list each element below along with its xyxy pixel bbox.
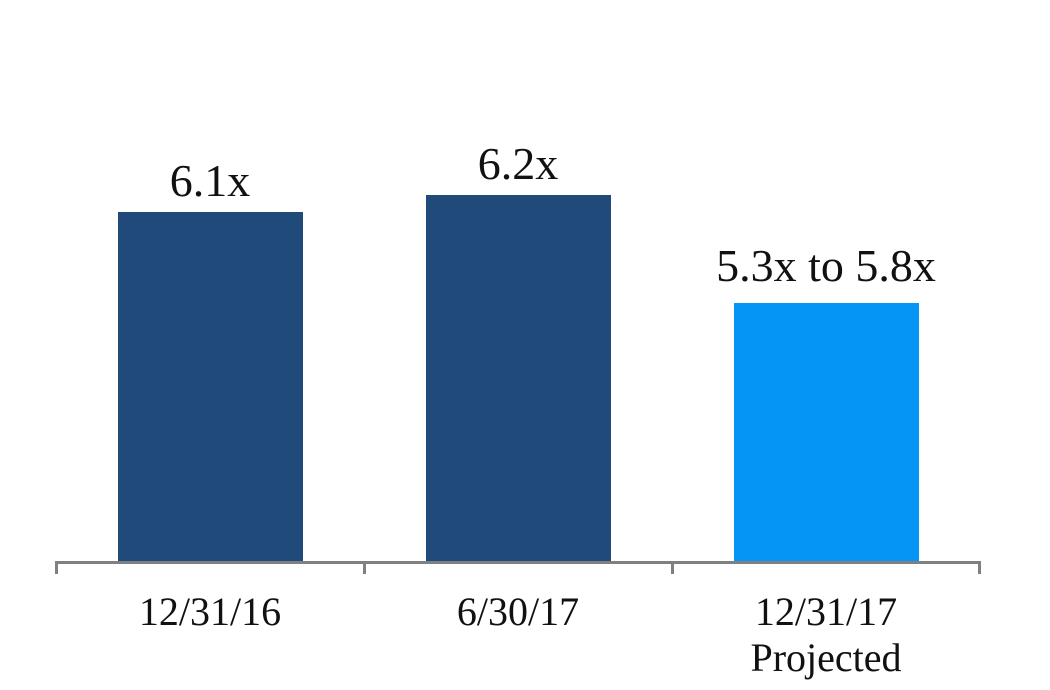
- bar-value-label: 6.1x: [169, 155, 251, 206]
- bar-value-label: 5.3x to 5.8x: [716, 240, 936, 291]
- x-axis-tick: [55, 561, 58, 574]
- x-axis-tick: [671, 561, 674, 574]
- bar-12-31-16: [118, 212, 303, 562]
- x-axis-tick: [978, 561, 981, 574]
- x-tick-label-sub: Projected: [750, 635, 902, 680]
- bar-12-31-17-projected: [734, 303, 919, 562]
- x-tick-label: 12/31/17: [754, 589, 898, 634]
- x-tick-label: 12/31/16: [138, 589, 282, 634]
- bar-value-label: 6.2x: [477, 138, 559, 189]
- x-axis-tick: [363, 561, 366, 574]
- x-axis-line: [55, 561, 981, 564]
- x-tick-label: 6/30/17: [456, 589, 580, 634]
- bar-6-30-17: [426, 195, 611, 562]
